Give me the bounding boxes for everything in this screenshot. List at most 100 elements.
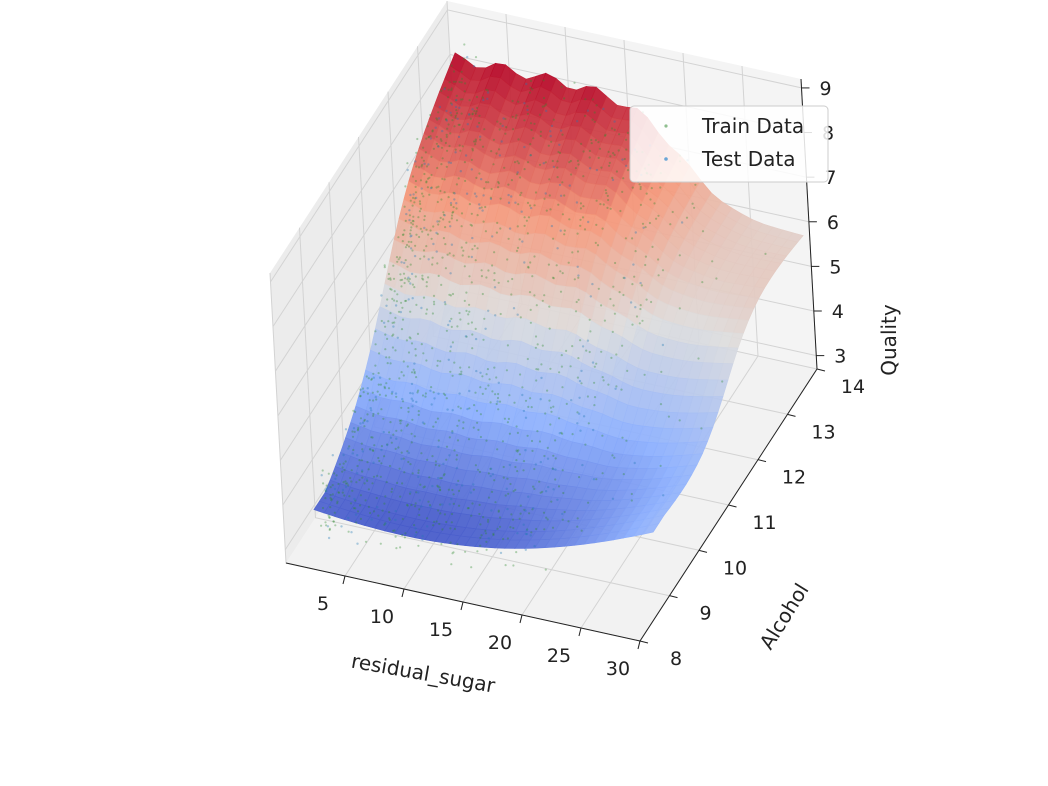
- train-point: [526, 112, 530, 116]
- train-point: [638, 183, 641, 186]
- train-point: [464, 550, 467, 553]
- train-point: [413, 286, 416, 289]
- train-point: [561, 469, 564, 472]
- train-point: [460, 70, 463, 73]
- train-point: [370, 378, 373, 381]
- train-point: [350, 469, 353, 472]
- train-point: [448, 220, 451, 223]
- train-point: [626, 169, 630, 172]
- train-point: [390, 490, 393, 493]
- train-point: [527, 405, 530, 408]
- train-point: [454, 116, 457, 119]
- train-point: [385, 356, 388, 359]
- train-point: [450, 88, 453, 92]
- test-point: [421, 538, 424, 541]
- train-point: [578, 476, 581, 479]
- test-point: [340, 525, 343, 528]
- train-point: [536, 430, 539, 433]
- y-tick-mark: [639, 640, 649, 644]
- train-point: [560, 431, 563, 434]
- train-point: [509, 526, 512, 529]
- train-point: [613, 312, 617, 315]
- test-point: [453, 198, 456, 201]
- train-point: [391, 334, 394, 337]
- y-axis-label: Alcohol: [755, 579, 814, 654]
- train-point: [577, 276, 580, 279]
- train-point: [577, 163, 580, 166]
- test-point: [392, 325, 395, 328]
- train-point: [421, 163, 424, 166]
- train-point: [502, 537, 505, 541]
- train-point: [621, 344, 624, 347]
- train-point: [538, 440, 542, 443]
- legend: Train Data Test Data: [629, 105, 829, 183]
- train-point: [563, 229, 566, 232]
- train-point: [401, 278, 404, 281]
- train-point: [388, 510, 391, 514]
- scatter-points: [320, 43, 767, 571]
- test-point: [461, 484, 464, 487]
- train-point: [470, 281, 473, 284]
- train-point: [509, 482, 512, 486]
- train-point: [422, 195, 425, 198]
- train-point: [411, 219, 414, 222]
- train-point: [633, 275, 636, 278]
- train-point: [482, 338, 485, 341]
- train-point: [605, 192, 608, 195]
- train-point: [398, 419, 401, 422]
- train-point: [470, 566, 473, 569]
- train-point: [445, 329, 448, 332]
- train-point: [444, 243, 447, 246]
- train-point: [661, 269, 665, 272]
- train-point: [474, 140, 477, 143]
- train-point: [461, 145, 464, 148]
- test-point: [359, 422, 362, 425]
- train-point: [399, 273, 402, 276]
- train-point: [487, 472, 490, 475]
- train-point: [510, 293, 513, 296]
- test-point: [435, 231, 438, 235]
- train-point: [393, 290, 396, 293]
- test-point: [406, 168, 409, 172]
- train-point: [436, 118, 439, 121]
- train-point: [468, 303, 471, 306]
- train-point: [556, 166, 559, 169]
- train-point: [425, 181, 428, 184]
- test-point: [489, 197, 493, 201]
- test-point: [561, 512, 564, 516]
- test-point: [378, 376, 382, 379]
- train-point: [474, 391, 477, 394]
- train-point: [411, 249, 414, 252]
- train-point: [486, 89, 489, 92]
- train-point: [554, 439, 557, 442]
- test-point: [629, 301, 633, 304]
- train-point: [436, 417, 439, 420]
- train-point: [641, 319, 644, 322]
- train-point: [451, 119, 454, 122]
- test-point: [602, 107, 605, 111]
- train-point: [416, 137, 419, 141]
- x-tick-mark: [578, 627, 582, 637]
- train-point: [498, 128, 501, 131]
- train-point: [615, 353, 618, 356]
- test-point: [411, 399, 415, 402]
- train-point: [452, 191, 455, 194]
- train-point: [489, 401, 492, 404]
- train-point: [400, 406, 403, 409]
- train-point: [439, 216, 442, 219]
- train-point: [644, 263, 647, 267]
- train-point: [625, 439, 628, 442]
- train-point: [549, 367, 552, 370]
- train-point: [415, 376, 418, 379]
- train-point: [338, 463, 341, 466]
- test-point: [437, 117, 441, 120]
- train-point: [595, 362, 598, 365]
- train-point: [450, 87, 453, 90]
- train-point: [337, 491, 340, 494]
- train-point: [529, 86, 532, 89]
- train-point: [433, 520, 436, 523]
- train-point: [374, 330, 377, 333]
- train-point: [425, 180, 428, 183]
- train-point: [460, 112, 463, 115]
- train-point: [467, 322, 470, 325]
